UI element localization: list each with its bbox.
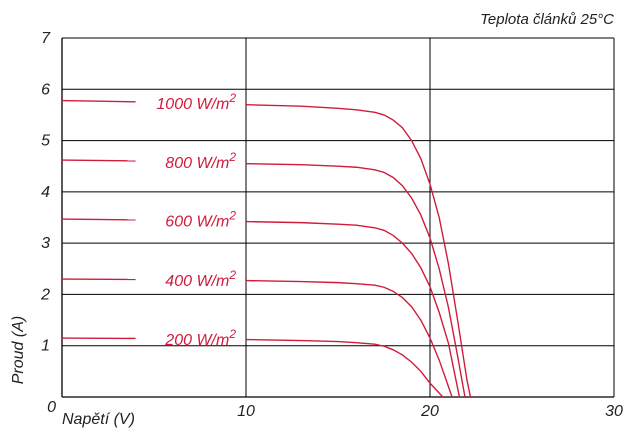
curve-segment bbox=[245, 279, 453, 398]
series-labels: 1000 W/m2 800 W/m2 600 W/m2 400 W/m2 200 W/m… bbox=[156, 91, 236, 349]
y-tick-label: 6 bbox=[41, 81, 50, 98]
curve-segment bbox=[61, 218, 136, 221]
series-label: 600 W/m2 bbox=[165, 209, 236, 231]
curves bbox=[61, 99, 472, 398]
curve-segment bbox=[245, 338, 444, 398]
y-tick-label: 7 bbox=[41, 30, 51, 47]
curve-segment bbox=[245, 220, 461, 398]
curve-segment bbox=[245, 162, 466, 398]
x-tick-label: 30 bbox=[605, 403, 623, 420]
x-tick-label: 20 bbox=[420, 403, 439, 420]
x-axis-label: Napětí (V) bbox=[62, 411, 135, 428]
chart-title: Teplota článků 25°C bbox=[480, 11, 614, 28]
grid bbox=[61, 37, 615, 398]
x-tick-label: 0 bbox=[47, 399, 56, 416]
y-tick-label: 3 bbox=[41, 235, 50, 252]
curve-segment bbox=[61, 159, 136, 162]
series-label: 800 W/m2 bbox=[165, 150, 236, 172]
y-tick-label: 1 bbox=[41, 338, 50, 355]
series-label: 200 W/m2 bbox=[164, 327, 236, 349]
x-tick-label: 10 bbox=[237, 403, 255, 420]
y-axis-label: Proud (A) bbox=[10, 316, 27, 384]
y-tick-label: 2 bbox=[40, 286, 50, 303]
y-tick-label: 4 bbox=[41, 184, 50, 201]
curve-segment bbox=[61, 99, 136, 103]
y-tick-label: 5 bbox=[41, 133, 50, 150]
series-label: 400 W/m2 bbox=[165, 268, 236, 290]
curve-segment bbox=[245, 103, 472, 398]
tick-labels: 1 2 3 4 5 6 7 0 10 20 30 bbox=[40, 30, 623, 420]
series-label: 1000 W/m2 bbox=[156, 91, 236, 113]
